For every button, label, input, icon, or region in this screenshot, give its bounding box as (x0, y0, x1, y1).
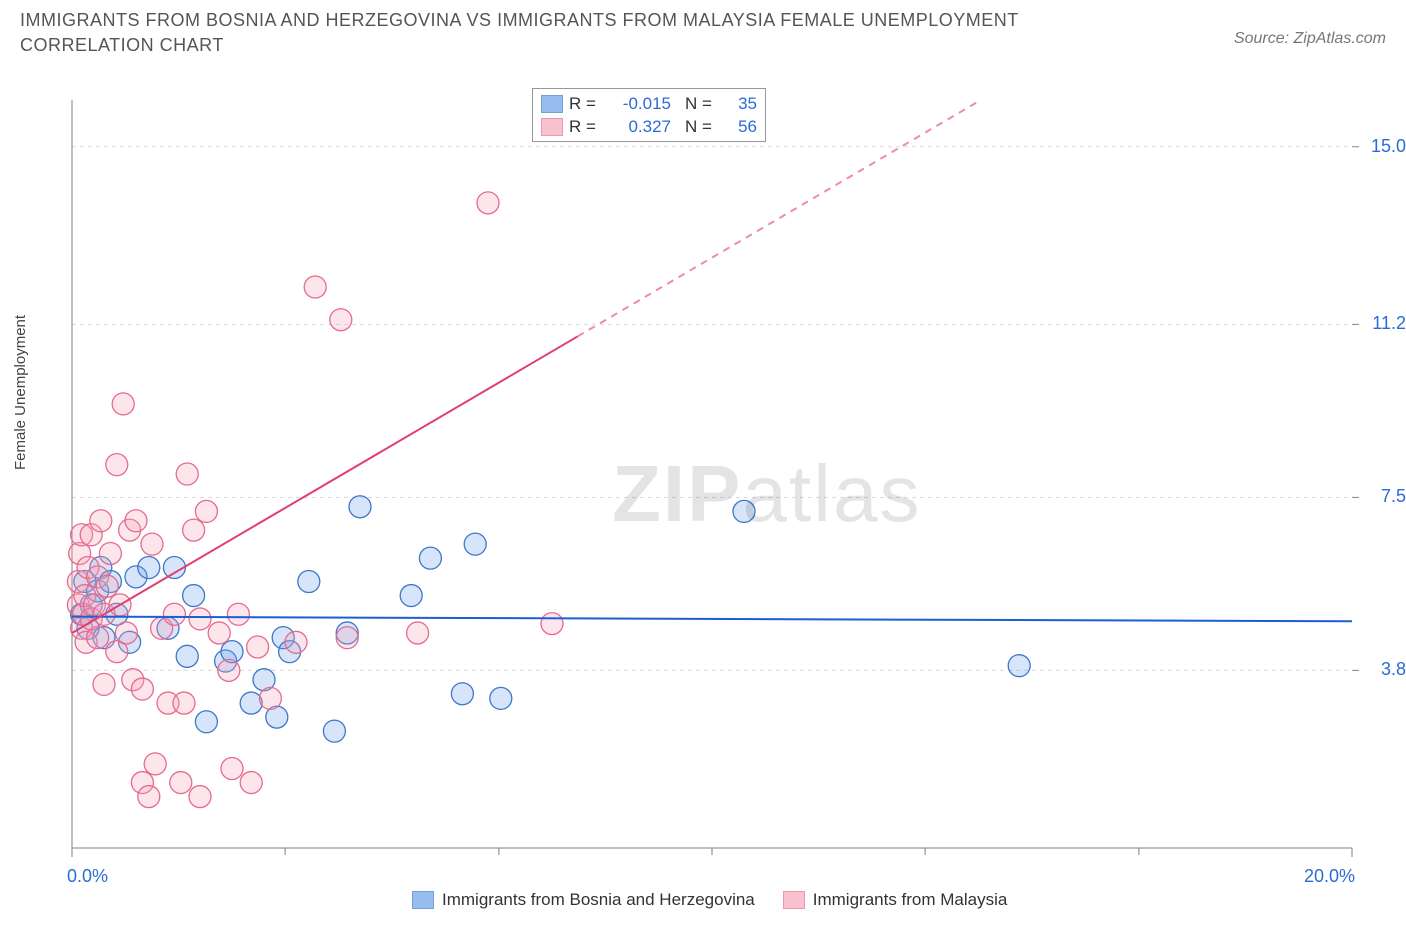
legend-n-label: N = (685, 93, 721, 116)
series-legend: Immigrants from Bosnia and Herzegovina Im… (412, 890, 1007, 910)
legend-n-value: 35 (727, 93, 757, 116)
legend-r-label: R = (569, 116, 605, 139)
chart-title: IMMIGRANTS FROM BOSNIA AND HERZEGOVINA V… (20, 8, 1120, 58)
source-attribution: Source: ZipAtlas.com (1234, 30, 1386, 48)
correlation-legend: R = -0.015 N = 35 R = 0.327 N = 56 (532, 88, 766, 142)
legend-swatch (541, 118, 563, 136)
legend-swatch (541, 95, 563, 113)
x-tick-label: 0.0% (67, 866, 108, 887)
legend-row-bosnia: R = -0.015 N = 35 (541, 93, 757, 116)
legend-r-value: -0.015 (611, 93, 671, 116)
series-legend-label: Immigrants from Malaysia (813, 890, 1008, 910)
plot-area: ZIPatlas R =-0.015N =35R =0.327N =56 3.8… (62, 88, 1382, 868)
x-tick-label: 20.0% (1304, 866, 1355, 887)
series-legend-item-bosnia: Immigrants from Bosnia and Herzegovina (412, 890, 755, 910)
legend-row-malaysia: R = 0.327 N = 56 (541, 116, 757, 139)
y-axis-label: Female Unemployment (12, 315, 29, 470)
legend-n-value: 56 (727, 116, 757, 139)
legend-swatch (783, 891, 805, 909)
legend-r-value: 0.327 (611, 116, 671, 139)
series-legend-item-malaysia: Immigrants from Malaysia (783, 890, 1008, 910)
scatter-plot-svg (62, 88, 1382, 868)
series-legend-label: Immigrants from Bosnia and Herzegovina (442, 890, 755, 910)
legend-n-label: N = (685, 116, 721, 139)
legend-swatch (412, 891, 434, 909)
legend-r-label: R = (569, 93, 605, 116)
